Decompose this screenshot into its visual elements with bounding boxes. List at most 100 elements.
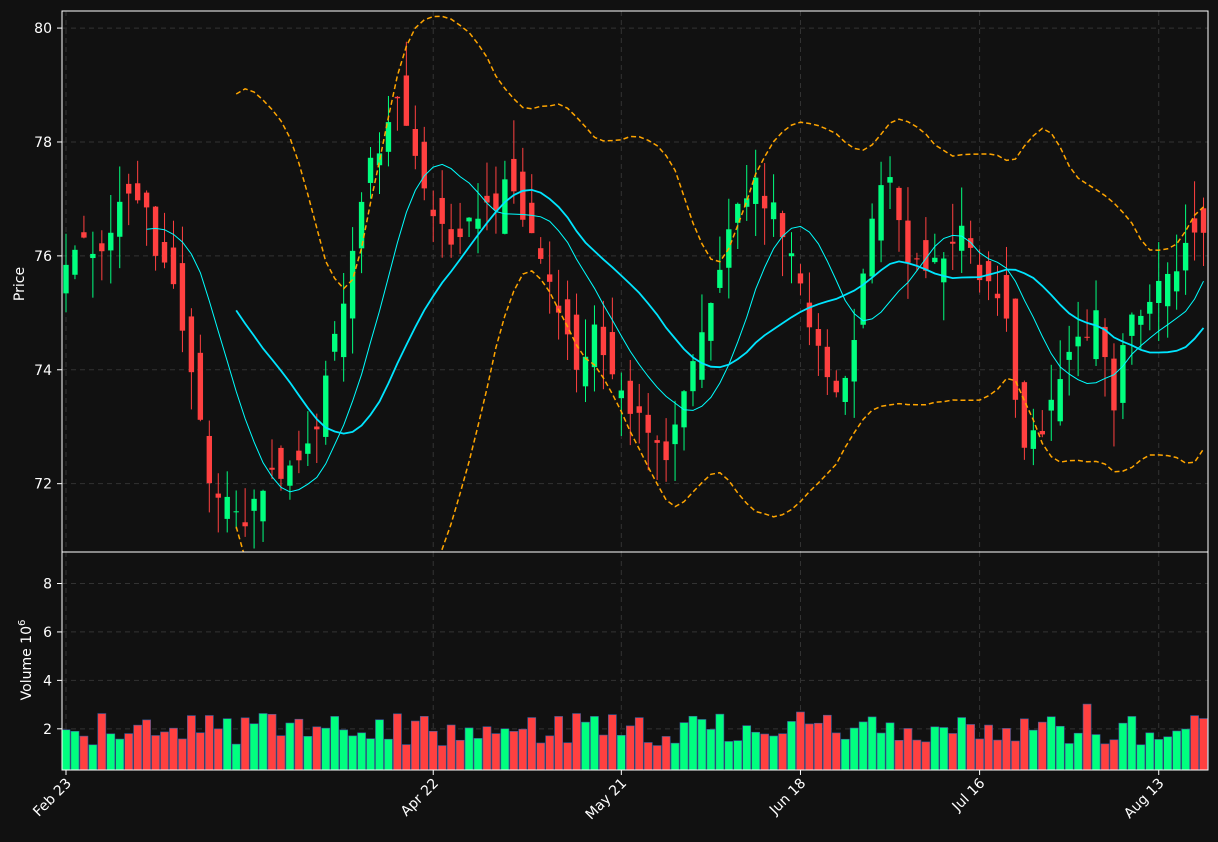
candle-body [126, 183, 132, 194]
volume-bar [858, 721, 868, 771]
price-panel: 72 74 76 78 80 [34, 10, 1209, 553]
candle [1003, 246, 1010, 332]
candle [511, 120, 517, 204]
volume-bar [491, 733, 501, 771]
candle-body [672, 424, 678, 445]
volume-bar [249, 723, 259, 771]
volume-bar [294, 718, 304, 771]
candle-body [869, 218, 875, 277]
candle [752, 149, 759, 236]
candle-body [914, 258, 920, 260]
candle-body [305, 443, 311, 454]
candle-body [994, 293, 1001, 299]
volume-bar [464, 727, 474, 771]
candle [976, 249, 983, 293]
volume-bar [160, 731, 169, 771]
candle-body [752, 177, 759, 204]
volume-bar [1091, 734, 1101, 771]
volume-bar [742, 725, 752, 771]
candle-body [1084, 336, 1090, 338]
volume-bar [966, 724, 975, 771]
candle-body [770, 202, 777, 220]
volume-bar [1181, 728, 1190, 771]
volume-bar [1145, 732, 1155, 771]
volume-bar [751, 731, 761, 771]
candle-body [896, 187, 902, 221]
volume-bar [518, 728, 528, 771]
volume-bar [70, 731, 80, 771]
volume-bar [1136, 744, 1146, 771]
candle [1057, 340, 1063, 426]
volume-tick-label: 2 [43, 722, 52, 738]
candle [1102, 318, 1108, 397]
candle [645, 393, 651, 471]
candle [958, 187, 965, 273]
candle [99, 230, 105, 281]
candle-body [134, 183, 141, 201]
candle-body [591, 324, 598, 368]
volume-bar [652, 745, 662, 771]
candle [349, 227, 356, 354]
volume-bar [106, 733, 116, 771]
candle-body [296, 450, 302, 461]
candle-body [143, 192, 150, 208]
candle [1111, 343, 1117, 447]
candle [600, 300, 607, 390]
candle [242, 488, 248, 537]
candle [779, 210, 786, 277]
volume-bar [840, 738, 850, 771]
candle [394, 96, 401, 131]
volume-bar [178, 738, 187, 771]
volume-axis-label: Volume 106 [17, 620, 35, 701]
candle [887, 156, 893, 210]
candle-body [1191, 218, 1198, 233]
x-tick-label: Jul 16 [949, 775, 989, 815]
candle [206, 420, 212, 513]
volume-bar [330, 716, 340, 771]
candle-body [242, 522, 248, 527]
candle-body [161, 241, 168, 263]
candle-body [63, 264, 69, 294]
volume-bar [384, 738, 393, 771]
candle [1147, 284, 1153, 331]
volume-bar [599, 734, 608, 771]
candle [439, 170, 445, 258]
volume-bar [1046, 716, 1056, 771]
volume-bar [187, 715, 196, 771]
volume-bar [1082, 703, 1092, 771]
volume-bar [509, 731, 519, 771]
candle [1021, 380, 1028, 460]
candle [824, 329, 831, 395]
upper-band-line [235, 15, 1205, 290]
candle [1129, 312, 1135, 365]
candle-body [833, 380, 839, 393]
price-tick-label: 74 [34, 363, 52, 379]
candle-body [340, 303, 347, 358]
lower-band-line [235, 270, 1205, 552]
candle [941, 252, 947, 321]
candle-body [932, 257, 938, 263]
candle-body [1156, 280, 1162, 304]
candle-body [941, 258, 947, 283]
candle [179, 226, 186, 353]
candle-body [699, 332, 705, 380]
volume-bar [545, 735, 555, 771]
candle-body [529, 202, 535, 234]
volume-bar [554, 716, 563, 771]
volume-bar [357, 732, 366, 771]
candle-body [1066, 351, 1072, 360]
candle [1182, 204, 1189, 295]
candle-body [385, 122, 392, 152]
candle-body [511, 158, 517, 192]
volume-bar [1055, 725, 1065, 771]
volume-bar [625, 725, 635, 771]
candle-body [421, 141, 427, 189]
volume-bar [410, 720, 420, 771]
candle [314, 413, 320, 464]
candle [672, 400, 678, 481]
candle [1191, 181, 1198, 261]
volume-bar [240, 717, 250, 771]
volume-bar [948, 733, 958, 771]
candle [636, 383, 642, 444]
